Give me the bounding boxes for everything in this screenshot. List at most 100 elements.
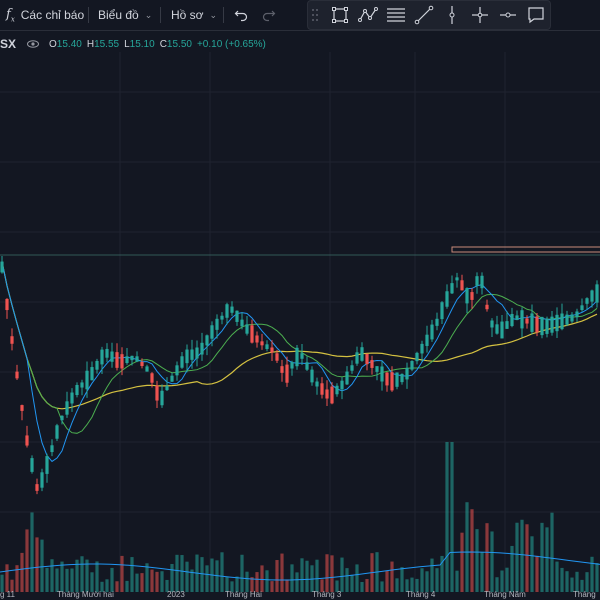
- candle-body: [370, 360, 374, 368]
- volume-bar: [355, 564, 359, 592]
- volume-bar: [455, 570, 459, 592]
- candle-body: [120, 354, 124, 369]
- volume-bar: [165, 579, 169, 592]
- volume-bar: [560, 567, 564, 592]
- candle-body: [580, 305, 584, 311]
- candle-body: [190, 349, 194, 360]
- horizontal-ray-tool-icon[interactable]: [498, 5, 518, 25]
- volume-bar: [385, 570, 389, 592]
- eye-icon[interactable]: [26, 37, 40, 51]
- volume-bar: [145, 563, 149, 592]
- volume-bar: [155, 571, 159, 592]
- candle-body: [470, 292, 474, 300]
- highlight-box: [451, 246, 600, 253]
- close-label: C: [159, 38, 167, 50]
- volume-bar: [45, 567, 49, 592]
- time-axis-label: Tháng: [573, 590, 596, 599]
- candle-body: [85, 370, 89, 390]
- volume-bar: [400, 567, 404, 592]
- crosshair-tool-icon[interactable]: [470, 5, 490, 25]
- time-axis-label: 2023: [167, 590, 185, 599]
- volume-bar: [55, 568, 59, 592]
- volume-bar: [100, 581, 104, 592]
- candle-body: [445, 291, 449, 307]
- candle-body: [275, 353, 279, 361]
- candle-body: [185, 349, 189, 364]
- candle-body: [365, 353, 369, 365]
- candle-body: [460, 280, 464, 291]
- candle-body: [495, 324, 499, 334]
- volume-bar: [360, 581, 364, 592]
- symbol-name[interactable]: SX: [0, 37, 17, 51]
- volume-bar: [20, 552, 24, 592]
- drag-handle-icon[interactable]: [310, 5, 320, 25]
- undo-button[interactable]: [234, 0, 248, 30]
- volume-bar: [65, 568, 69, 592]
- price-chart[interactable]: [0, 52, 600, 600]
- volume-bar: [405, 579, 409, 592]
- volume-bar: [40, 539, 44, 592]
- volume-bar: [495, 577, 499, 592]
- candle-body: [380, 366, 384, 382]
- volume-bar: [415, 578, 419, 592]
- low-value: 15.10: [129, 38, 155, 50]
- path-tool-icon[interactable]: [358, 5, 378, 25]
- volume-bar: [110, 567, 114, 592]
- candle-body: [405, 367, 409, 380]
- vertical-line-tool-icon[interactable]: [442, 5, 462, 25]
- candle-body: [210, 325, 214, 339]
- candle-body: [575, 311, 579, 318]
- chart-type-dropdown[interactable]: Biểu đồ ⌄: [98, 0, 152, 30]
- candle-body: [440, 302, 444, 320]
- open-label: O: [49, 38, 57, 50]
- candle-body: [110, 351, 114, 362]
- candle-body: [540, 316, 544, 336]
- candle-body: [570, 314, 574, 322]
- volume-bar: [380, 581, 384, 592]
- indicators-button[interactable]: fx Các chỉ báo: [6, 0, 84, 30]
- top-toolbar: fx Các chỉ báo Biểu đồ ⌄ Hồ sơ ⌄: [0, 0, 600, 31]
- candle-body: [115, 352, 119, 368]
- rectangle-tool-icon[interactable]: [330, 5, 350, 25]
- volume-bar: [575, 571, 579, 592]
- time-axis-label: Tháng Hai: [225, 590, 262, 599]
- volume-bar: [275, 560, 279, 592]
- volume-bar: [260, 565, 264, 592]
- volume-bar: [510, 545, 514, 592]
- profile-dropdown[interactable]: Hồ sơ ⌄: [171, 0, 217, 30]
- volume-bar: [225, 576, 229, 592]
- volume-bar: [10, 579, 14, 592]
- volume-bar: [580, 579, 584, 592]
- candle-body: [250, 325, 254, 343]
- candle-body: [225, 304, 229, 318]
- candle-body: [95, 360, 99, 370]
- time-axis-label: g 11: [0, 590, 15, 599]
- volume-bar: [440, 555, 444, 592]
- volume-bar: [70, 568, 74, 592]
- volume-bar: [135, 573, 139, 592]
- open-value: 15.40: [56, 38, 82, 50]
- volume-bar: [50, 559, 54, 592]
- toolbar-divider: [223, 7, 224, 23]
- volume-bar: [340, 557, 344, 592]
- candle-body: [280, 366, 284, 373]
- profile-label: Hồ sơ: [171, 8, 204, 22]
- trend-line-tool-icon[interactable]: [414, 5, 434, 25]
- volume-bar: [520, 519, 524, 592]
- candle-body: [135, 356, 139, 362]
- candle-body: [230, 306, 234, 313]
- volume-bar: [305, 560, 309, 592]
- candle-body: [195, 347, 199, 359]
- text-lines-tool-icon[interactable]: [386, 5, 406, 25]
- candle-body: [525, 318, 529, 324]
- volume-bar: [285, 579, 289, 592]
- candle-body: [45, 456, 49, 474]
- candle-body: [150, 373, 154, 383]
- comment-tool-icon[interactable]: [526, 5, 546, 25]
- volume-bar: [315, 559, 319, 592]
- volume-bar: [350, 574, 354, 592]
- volume-bar: [265, 570, 269, 592]
- redo-button[interactable]: [262, 0, 276, 30]
- volume-bar: [180, 555, 184, 592]
- volume-bar: [570, 577, 574, 592]
